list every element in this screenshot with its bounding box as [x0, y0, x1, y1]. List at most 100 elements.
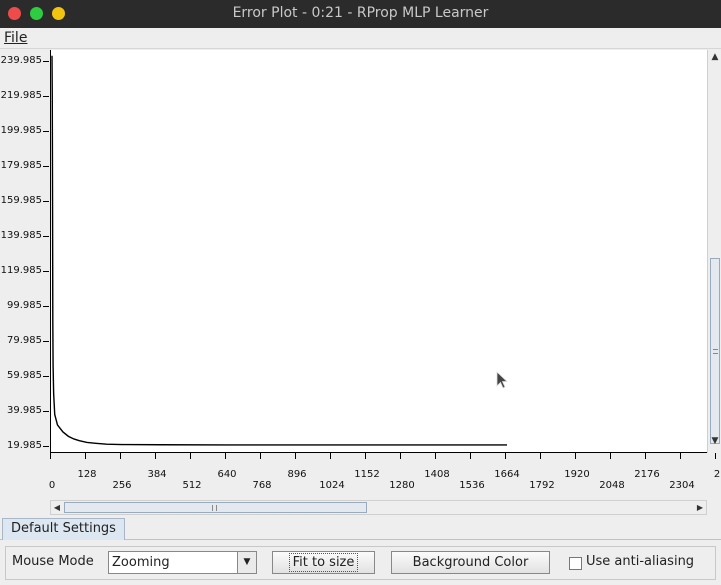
y-tick-label: 119.985 [0, 265, 42, 276]
y-tick-mark [43, 166, 49, 167]
x-tick-label: 1024 [319, 480, 345, 491]
x-tick-mark [225, 453, 226, 459]
tab-default-settings[interactable]: Default Settings [2, 518, 125, 540]
menu-file[interactable]: File [4, 30, 28, 46]
x-tick-label: 1664 [494, 469, 520, 480]
y-tick-label: 199.985 [0, 125, 42, 136]
fit-to-size-label: Fit to size [288, 553, 359, 572]
mouse-mode-label: Mouse Mode [12, 554, 94, 569]
x-tick-mark [365, 453, 366, 459]
y-tick-label: 59.985 [7, 370, 42, 381]
x-tick-mark [435, 453, 436, 459]
x-tick-mark [50, 453, 51, 459]
x-tick-label: 1152 [354, 469, 380, 480]
y-tick-label: 139.985 [0, 230, 42, 241]
x-tick-label: 256 [112, 480, 132, 491]
x-tick-mark [295, 453, 296, 459]
mouse-mode-value: Zooming [112, 555, 170, 570]
scroll-right-arrow-icon[interactable]: ▶ [696, 503, 704, 512]
scroll-up-arrow-icon[interactable]: ▲ [711, 52, 719, 62]
x-tick-mark [715, 453, 716, 459]
plot-canvas[interactable] [50, 50, 707, 453]
window-title: Error Plot - 0:21 - RProp MLP Learner [232, 5, 489, 21]
y-tick-label: 179.985 [0, 160, 42, 171]
grip-icon [212, 505, 217, 511]
x-tick-label: 384 [147, 469, 167, 480]
y-tick-label: 79.985 [7, 335, 42, 346]
mouse-cursor-icon [496, 371, 509, 389]
y-tick-mark [43, 96, 49, 97]
y-tick-mark [43, 271, 49, 272]
x-tick-label: 1792 [529, 480, 555, 491]
window-titlebar: Error Plot - 0:21 - RProp MLP Learner [0, 0, 721, 28]
y-tick-mark [43, 341, 49, 342]
y-tick-label: 219.985 [0, 90, 42, 101]
x-tick-label: 640 [217, 469, 237, 480]
menu-bar: File [0, 28, 721, 49]
y-axis: 239.985 219.985 199.985 179.985 159.985 139.9… [0, 49, 50, 453]
y-tick-mark [43, 411, 49, 412]
y-tick-mark [43, 446, 49, 447]
chevron-down-icon[interactable]: ▼ [237, 552, 256, 573]
settings-tab-bar: Default Settings [0, 518, 721, 540]
grip-icon [713, 349, 718, 354]
x-tick-mark [680, 453, 681, 459]
scroll-down-arrow-icon[interactable]: ▼ [711, 436, 719, 446]
y-tick-mark [43, 131, 49, 132]
anti-aliasing-checkbox[interactable] [569, 557, 582, 570]
x-tick-label: 2176 [634, 469, 660, 480]
x-tick-mark [645, 453, 646, 459]
x-tick-mark [120, 453, 121, 459]
x-tick-mark [575, 453, 576, 459]
x-tick-label: 1536 [459, 480, 485, 491]
x-tick-label: 512 [182, 480, 202, 491]
x-tick-label: 2 [713, 469, 721, 480]
x-tick-label: 2304 [669, 480, 695, 491]
settings-controls: Mouse Mode Zooming ▼ Fit to size Backgro… [0, 540, 721, 585]
x-axis: 0 128 256 384 512 640 768 896 1024 1152 1280 1408 15… [48, 453, 720, 498]
y-tick-mark [43, 306, 49, 307]
x-tick-label: 768 [252, 480, 272, 491]
x-tick-mark [155, 453, 156, 459]
x-tick-mark [330, 453, 331, 459]
y-tick-mark [43, 236, 49, 237]
mouse-mode-select[interactable]: Zooming ▼ [108, 551, 257, 574]
x-tick-mark [470, 453, 471, 459]
error-plot [51, 55, 507, 446]
error-series-line [51, 55, 507, 446]
x-tick-label: 1920 [564, 469, 590, 480]
y-tick-label: 99.985 [7, 300, 42, 311]
x-tick-label: 1408 [424, 469, 450, 480]
x-tick-mark [505, 453, 506, 459]
fit-to-size-button[interactable]: Fit to size [272, 551, 375, 574]
x-tick-label: 1280 [389, 480, 415, 491]
scroll-left-arrow-icon[interactable]: ◀ [53, 503, 61, 512]
x-tick-mark [540, 453, 541, 459]
control-panel: Mouse Mode Zooming ▼ Fit to size Backgro… [5, 546, 716, 580]
y-tick-label: 19.985 [7, 440, 42, 451]
x-tick-mark [610, 453, 611, 459]
y-tick-mark [43, 376, 49, 377]
close-window-button[interactable] [8, 7, 21, 20]
y-tick-label: 239.985 [0, 55, 42, 66]
y-tick-mark [43, 61, 49, 62]
x-tick-mark [85, 453, 86, 459]
x-tick-mark [400, 453, 401, 459]
background-color-button[interactable]: Background Color [391, 551, 550, 574]
x-tick-label: 0 [48, 480, 56, 491]
minimize-window-button[interactable] [52, 7, 65, 20]
vertical-scroll-thumb[interactable] [710, 258, 720, 444]
x-tick-label: 2048 [599, 480, 625, 491]
anti-aliasing-label: Use anti-aliasing [586, 554, 695, 569]
y-tick-label: 159.985 [0, 195, 42, 206]
x-tick-label: 896 [287, 469, 307, 480]
x-tick-mark [190, 453, 191, 459]
horizontal-scrollbar[interactable]: ◀ ▶ [50, 500, 707, 515]
y-tick-label: 39.985 [7, 405, 42, 416]
horizontal-scroll-thumb[interactable] [64, 502, 367, 513]
maximize-window-button[interactable] [30, 7, 43, 20]
vertical-scrollbar[interactable]: ▲ ▼ [707, 50, 721, 453]
x-tick-mark [260, 453, 261, 459]
x-tick-label: 128 [77, 469, 97, 480]
y-tick-mark [43, 201, 49, 202]
